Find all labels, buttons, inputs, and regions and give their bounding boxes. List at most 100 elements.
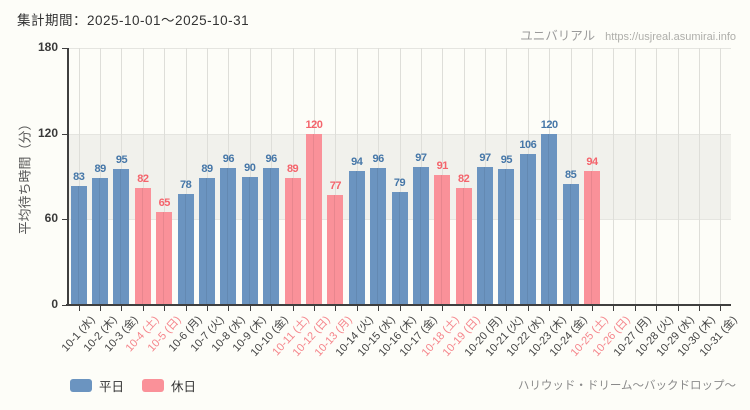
- bar: [305, 133, 322, 306]
- y-tick-label: 120: [37, 125, 58, 140]
- y-axis-line: [67, 48, 69, 305]
- bar-value-label: 120: [305, 118, 323, 131]
- bar-value-label: 82: [458, 172, 470, 185]
- bar-value-label: 96: [265, 152, 278, 165]
- x-axis-tick: [164, 306, 166, 311]
- v-gridline: [613, 48, 615, 305]
- site-name: ユニバリアル: [520, 29, 596, 43]
- bar-value-label: 79: [393, 177, 406, 190]
- bar: [498, 169, 515, 305]
- v-gridline: [164, 48, 166, 305]
- bar: [70, 186, 87, 305]
- x-axis-tick: [142, 306, 144, 311]
- bar-value-label: 106: [519, 138, 537, 151]
- bar-value-label: 96: [372, 152, 384, 165]
- bar: [134, 187, 151, 306]
- bar: [370, 167, 387, 306]
- x-axis-tick: [271, 306, 273, 311]
- legend-item-holiday: 休日: [142, 376, 196, 395]
- bar-value-label: 94: [586, 155, 598, 168]
- x-axis-tick: [506, 306, 508, 311]
- v-gridline: [677, 48, 679, 305]
- bar: [583, 170, 600, 306]
- x-axis-tick: [100, 306, 102, 311]
- v-gridline: [720, 48, 722, 305]
- x-axis-tick: [292, 306, 294, 311]
- y-axis-tick: [62, 133, 67, 135]
- aggregation-period-label: 集計期間：2025-10-01～2025-10-31: [17, 13, 250, 28]
- bar-value-label: 90: [244, 161, 256, 174]
- x-axis-tick: [442, 306, 444, 311]
- bar-value-label: 91: [436, 160, 449, 173]
- x-axis-tick: [656, 306, 658, 311]
- bar: [199, 177, 216, 306]
- y-axis-tick: [62, 305, 67, 306]
- legend-label: 平日: [99, 380, 125, 394]
- x-axis-tick: [420, 306, 422, 311]
- legend-item-weekday: 平日: [70, 376, 124, 395]
- v-gridline: [78, 48, 80, 305]
- y-axis-tick: [62, 48, 67, 49]
- x-axis-tick: [677, 306, 679, 311]
- bar-value-label: 97: [479, 151, 491, 164]
- bar: [113, 169, 130, 305]
- branding: ユニバリアル https://usjreal.asumirai.info: [520, 25, 736, 44]
- bar: [519, 153, 536, 306]
- bar-value-label: 89: [201, 162, 213, 175]
- attraction-name: ハリウッド・ドリーム～バックドロップ～: [517, 380, 736, 392]
- v-gridline: [698, 48, 700, 305]
- bar: [156, 212, 173, 305]
- v-gridline: [570, 48, 572, 305]
- y-axis-tick: [62, 219, 67, 221]
- x-axis-tick: [207, 306, 209, 311]
- bar: [327, 195, 344, 305]
- bar-value-label: 97: [415, 151, 427, 164]
- v-gridline: [142, 48, 144, 305]
- bar: [541, 133, 558, 306]
- x-axis-tick: [591, 306, 593, 311]
- v-gridline: [399, 48, 401, 305]
- legend-swatch-holiday: [142, 379, 165, 392]
- bar-value-label: 78: [180, 178, 192, 191]
- bar-value-label: 89: [94, 162, 106, 175]
- v-gridline: [185, 48, 187, 305]
- x-axis-tick: [228, 306, 230, 311]
- legend-swatch-weekday: [70, 379, 92, 392]
- plot-area: 83 89 95 82 65 78 89 96 90 96 89 120 77 94 96 79 97 91 82 9…: [62, 48, 731, 311]
- x-axis-tick: [121, 306, 123, 311]
- x-axis-tick: [634, 306, 636, 311]
- x-axis-tick: [463, 306, 465, 311]
- legend-label: 休日: [171, 380, 197, 394]
- bar-value-label: 65: [158, 197, 171, 210]
- x-axis-tick: [698, 306, 700, 311]
- bar-value-label: 120: [540, 118, 558, 131]
- x-axis-tick: [549, 306, 551, 311]
- v-gridline: [463, 48, 465, 305]
- v-gridline: [335, 48, 337, 305]
- bar: [263, 167, 280, 306]
- x-axis-tick: [570, 306, 572, 311]
- x-axis-line: [66, 304, 731, 306]
- x-axis-tick-labels: 10-1 (水) 10-2 (木) 10-3 (金) 10-4 (土) 10-5 (日)…: [60, 312, 740, 372]
- x-axis-tick: [185, 306, 187, 311]
- bar: [220, 167, 237, 306]
- bar: [284, 177, 301, 306]
- bar-value-label: 77: [329, 180, 342, 193]
- bar: [348, 170, 365, 306]
- bar-value-label: 94: [351, 155, 363, 168]
- bar: [92, 177, 109, 306]
- bar-value-label: 96: [222, 152, 235, 165]
- chart-legend: 平日 休日: [70, 376, 196, 395]
- site-url-link[interactable]: https://usjreal.asumirai.info: [605, 31, 736, 43]
- v-gridline: [207, 48, 209, 305]
- bar-value-label: 82: [137, 172, 149, 185]
- x-axis-tick: [356, 306, 358, 311]
- bar: [391, 192, 408, 305]
- v-gridline: [100, 48, 102, 305]
- x-axis-tick: [335, 306, 337, 311]
- bar: [412, 166, 429, 306]
- x-axis-tick: [78, 306, 80, 311]
- v-gridline: [292, 48, 294, 305]
- bar-value-label: 85: [564, 168, 577, 181]
